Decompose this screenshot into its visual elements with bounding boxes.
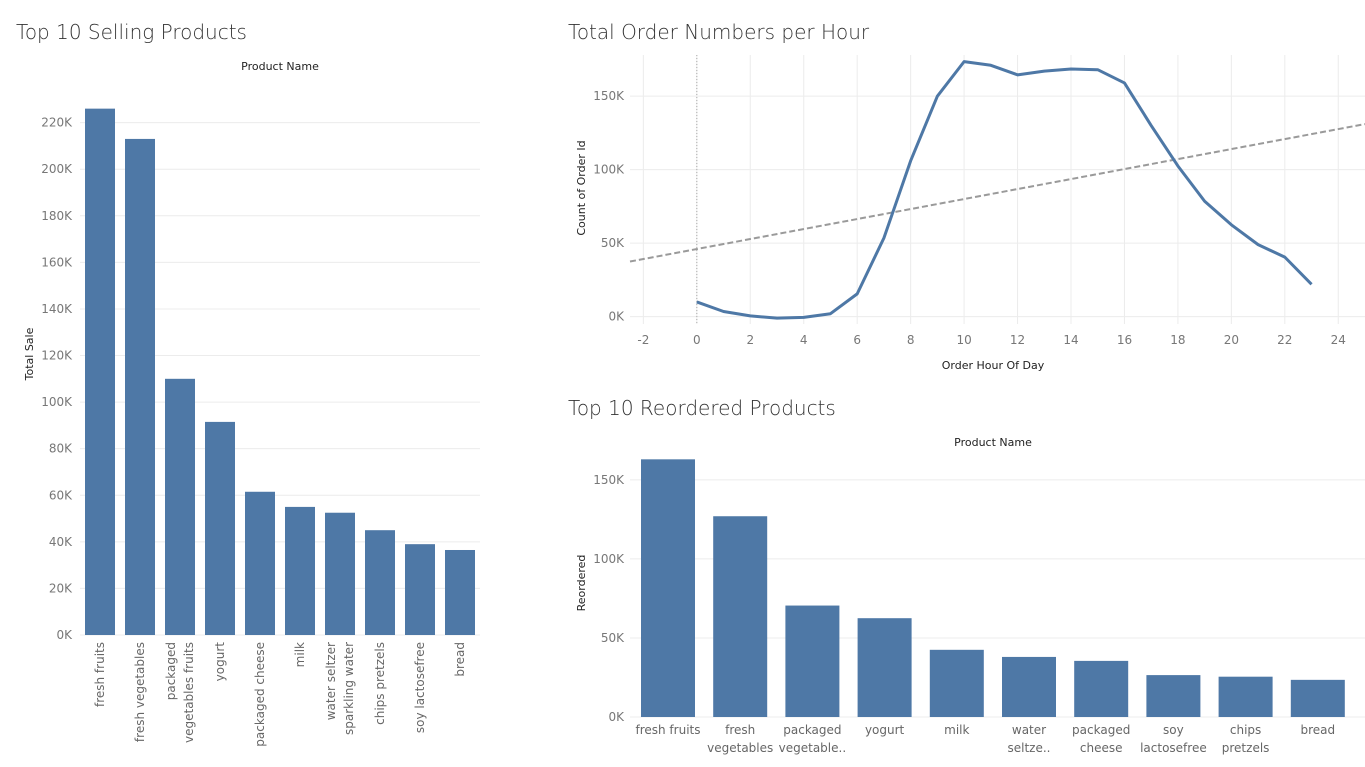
x-tick-label: 0	[693, 333, 701, 347]
y-tick-label: 0K	[608, 710, 625, 724]
bar	[1218, 676, 1273, 717]
category-label: yogurt	[865, 723, 905, 737]
category-label: chips	[1230, 723, 1261, 737]
x-tick-label: 16	[1117, 333, 1132, 347]
x-tick-label: 12	[1010, 333, 1025, 347]
bar	[445, 549, 475, 635]
x-tick-label: 14	[1063, 333, 1078, 347]
x-tick-label: 24	[1331, 333, 1346, 347]
bar	[1290, 679, 1345, 717]
category-label: fresh fruits	[635, 723, 700, 737]
category-label: packaged	[164, 642, 178, 700]
category-label: fresh	[725, 723, 755, 737]
y-tick-label: 120K	[41, 349, 73, 363]
chart-header: Product Name	[954, 436, 1032, 449]
y-axis-title: Count of Order Id	[575, 140, 588, 235]
bar	[245, 491, 275, 635]
category-label: packaged cheese	[253, 642, 267, 747]
bar	[1146, 675, 1201, 717]
category-label: bread	[1300, 723, 1335, 737]
chart-title-orders-per-hour: Total Order Numbers per Hour	[568, 20, 870, 44]
bar	[85, 108, 115, 635]
y-tick-label: 160K	[41, 255, 73, 269]
x-tick-label: 22	[1277, 333, 1292, 347]
y-tick-label: 100K	[593, 163, 625, 177]
category-label: yogurt	[213, 642, 227, 682]
y-tick-label: 150K	[593, 89, 625, 103]
category-label: vegetable..	[779, 741, 847, 755]
category-label: water seltzer	[324, 642, 338, 720]
category-label: pretzels	[1222, 741, 1270, 755]
x-tick-label: -2	[637, 333, 649, 347]
y-axis-title: Reordered	[575, 555, 588, 612]
bar	[713, 516, 768, 717]
category-label: seltze..	[1008, 741, 1051, 755]
category-label: packaged	[783, 723, 841, 737]
category-label: water	[1012, 723, 1046, 737]
trend-line	[629, 123, 1365, 263]
bar	[785, 605, 840, 717]
bar	[285, 506, 315, 635]
category-label: milk	[293, 642, 307, 667]
y-tick-label: 100K	[41, 395, 73, 409]
category-label: lactosefree	[1140, 741, 1207, 755]
x-tick-label: 6	[853, 333, 861, 347]
chart-title-top-reordered: Top 10 Reordered Products	[568, 396, 836, 420]
bar	[205, 421, 235, 635]
x-tick-label: 2	[746, 333, 754, 347]
x-tick-label: 4	[800, 333, 808, 347]
y-tick-label: 0K	[56, 628, 73, 642]
bar	[405, 544, 435, 635]
category-label: soy lactosefree	[413, 642, 427, 733]
y-tick-label: 20K	[49, 581, 73, 595]
category-label: bread	[453, 642, 467, 677]
y-tick-label: 50K	[601, 631, 625, 645]
bar	[1074, 660, 1129, 717]
bar	[365, 530, 395, 635]
y-tick-label: 80K	[49, 442, 73, 456]
x-tick-label: 10	[956, 333, 971, 347]
category-label: vegetables	[707, 741, 773, 755]
y-tick-label: 150K	[593, 473, 625, 487]
y-axis-title: Total Sale	[23, 327, 36, 381]
x-axis-title: Order Hour Of Day	[942, 359, 1045, 372]
top-selling-chart: Product Name 0K 20K 40K 60K 80K 100K 120K 140K 16…	[23, 60, 480, 747]
category-label: chips pretzels	[373, 642, 387, 725]
x-tick-label: 8	[907, 333, 915, 347]
bar	[641, 459, 695, 717]
bar	[165, 378, 195, 635]
chart-title-top-selling: Top 10 Selling Products	[16, 20, 247, 44]
category-label: cheese	[1080, 741, 1123, 755]
category-label: fresh fruits	[93, 642, 107, 707]
series-line	[696, 60, 1313, 320]
bar	[325, 512, 355, 635]
category-label: soy	[1163, 723, 1184, 737]
bar	[857, 618, 912, 717]
category-label: vegetables fruits	[182, 642, 196, 743]
bar	[125, 138, 155, 635]
bar	[1002, 656, 1056, 717]
y-tick-label: 180K	[41, 209, 73, 223]
top-reordered-chart: Product Name 0K 50K 100K 150K Reordered fresh …	[575, 436, 1365, 755]
category-label: milk	[944, 723, 969, 737]
y-tick-label: 40K	[49, 535, 73, 549]
x-tick-label: 18	[1170, 333, 1185, 347]
y-tick-label: 140K	[41, 302, 73, 316]
y-tick-label: 60K	[49, 488, 73, 502]
y-tick-label: 220K	[41, 116, 73, 130]
category-label: sparkling water	[342, 642, 356, 735]
category-label: packaged	[1072, 723, 1130, 737]
category-label: fresh vegetables	[133, 642, 147, 742]
y-tick-label: 50K	[601, 236, 625, 250]
y-tick-label: 200K	[41, 162, 73, 176]
bar	[929, 649, 984, 717]
y-tick-label: 0K	[608, 310, 625, 324]
x-tick-label: 20	[1224, 333, 1239, 347]
y-tick-label: 100K	[593, 552, 625, 566]
chart-header: Product Name	[241, 60, 319, 73]
